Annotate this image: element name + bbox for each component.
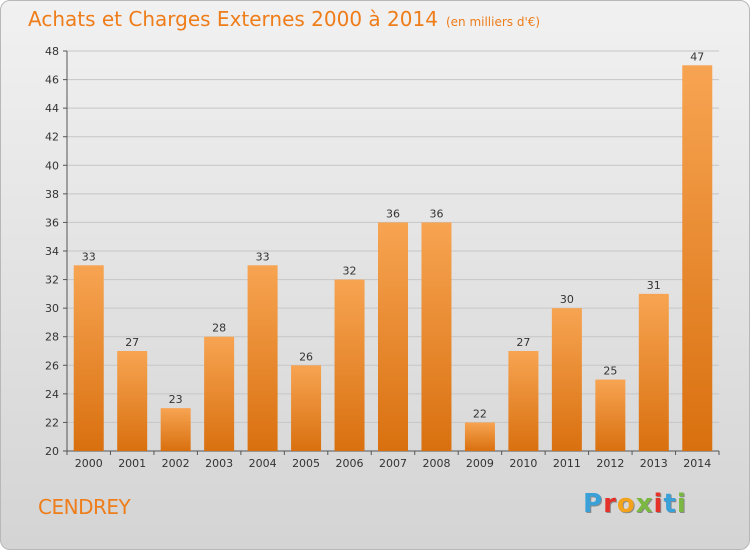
data-label: 33 [256,250,270,263]
data-label: 22 [473,407,487,420]
bar-2011[interactable] [551,308,582,451]
x-tick-label: 2001 [118,457,146,470]
y-tick-label: 36 [45,216,59,229]
data-label: 36 [386,207,400,220]
y-tick-label: 40 [45,159,59,172]
y-tick-label: 22 [45,416,59,429]
logo-letter: i [676,489,687,519]
x-tick-label: 2012 [596,457,624,470]
proxiti-logo[interactable]: Proxiti [583,489,687,519]
data-labels: 33 27 23 28 33 26 32 36 36 22 27 30 25 31 47 [82,50,705,420]
logo-letter: x [635,489,654,519]
data-label: 28 [212,322,226,335]
x-tick-label: 2010 [509,457,537,470]
data-label: 27 [516,336,530,349]
bar-2009[interactable] [464,422,495,451]
y-tick-label: 26 [45,359,59,372]
y-tick-label: 20 [45,445,59,458]
x-tick-label: 2009 [466,457,494,470]
data-label: 47 [690,50,704,63]
bar-2006[interactable] [334,279,365,451]
y-tick-label: 28 [45,331,59,344]
y-tick-label: 24 [45,388,59,401]
x-tick-label: 2013 [640,457,668,470]
y-tick-labels: 20 22 24 26 28 30 32 34 36 38 40 42 44 46 48 [45,45,59,458]
x-tick-label: 2008 [422,457,450,470]
y-tick-label: 34 [45,245,59,258]
logo-letter: t [663,489,677,519]
data-label: 25 [603,365,617,378]
logo-letter: P [583,489,604,519]
bar-2005[interactable] [291,365,322,451]
bar-2001[interactable] [117,351,148,451]
x-tick-label: 2003 [205,457,233,470]
x-tick-label: 2002 [162,457,190,470]
data-label: 26 [299,350,313,363]
y-tick-label: 38 [45,188,59,201]
y-tick-label: 44 [45,102,59,115]
bar-2004[interactable] [247,265,278,451]
data-label: 36 [429,207,443,220]
bar-2000[interactable] [73,265,104,451]
x-tick-label: 2014 [683,457,711,470]
logo-letter: o [616,489,636,519]
data-label: 32 [343,265,357,278]
y-tick-label: 30 [45,302,59,315]
bar-2002[interactable] [160,408,191,451]
x-tick-label: 2004 [249,457,277,470]
bars [73,65,713,452]
y-tick-label: 42 [45,131,59,144]
y-tick-label: 32 [45,274,59,287]
x-tick-labels: 2000 2001 2002 2003 2004 2005 2006 2007 2008 2009… [75,457,712,470]
bar-2013[interactable] [638,293,669,451]
logo-letter: r [603,489,617,519]
bar-2012[interactable] [595,379,626,451]
x-tick-label: 2006 [336,457,364,470]
chart-title: Achats et Charges Externes 2000 à 2014 [28,7,438,31]
data-label: 31 [647,279,661,292]
data-label: 27 [125,336,139,349]
data-label: 33 [82,250,96,263]
data-label: 30 [560,293,574,306]
x-tick-label: 2011 [553,457,581,470]
x-tick-label: 2000 [75,457,103,470]
bar-2007[interactable] [378,222,408,451]
bar-2010[interactable] [508,351,539,451]
x-tick-label: 2005 [292,457,320,470]
x-tick-label: 2007 [379,457,407,470]
logo-letter: i [653,489,664,519]
bar-2008[interactable] [421,222,452,451]
bar-2003[interactable] [204,336,235,451]
bar-2014[interactable] [682,65,713,452]
y-tick-label: 46 [45,74,59,87]
commune-name: CENDREY [38,495,131,519]
data-label: 23 [169,393,183,406]
chart-subtitle: (en milliers d'€) [445,15,541,29]
y-tick-label: 48 [45,45,59,58]
title-line: Achats et Charges Externes 2000 à 2014 (e… [28,7,540,31]
